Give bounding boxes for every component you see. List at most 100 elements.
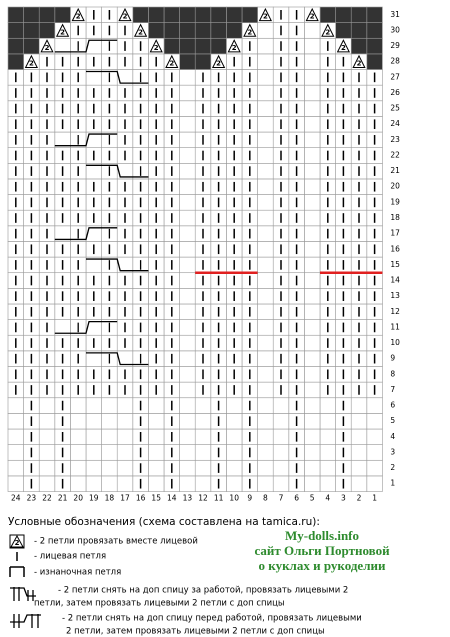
cell: [257, 428, 274, 445]
legend-text: - 2 петли снять на доп спицу перед работ…: [62, 614, 362, 624]
cell: [179, 37, 196, 55]
row-number: 22: [390, 150, 400, 159]
cell: [304, 350, 321, 367]
column-number: 6: [294, 494, 299, 503]
cell: [179, 459, 196, 477]
column-number: 11: [214, 494, 224, 503]
cell: [179, 428, 196, 445]
cell: [350, 397, 368, 414]
cell: [194, 22, 212, 39]
cell: [148, 428, 165, 445]
cell: [7, 6, 24, 23]
decrease-symbol: [40, 39, 54, 53]
legend-text: 2 петли, затем провязать лицевыми 2 петл…: [66, 627, 325, 637]
column-number: 20: [73, 494, 83, 503]
cell: [304, 256, 321, 274]
cell: [257, 350, 274, 367]
row-number: 17: [390, 229, 400, 238]
cell: [257, 272, 274, 289]
icon-cable-back: [10, 587, 36, 601]
decrease-symbol: [71, 7, 85, 22]
decrease-label: 2: [45, 44, 50, 52]
cell: [179, 209, 196, 227]
decrease-label: 2: [341, 44, 346, 52]
cell: [257, 131, 274, 148]
cable: [54, 133, 118, 147]
cell: [7, 413, 24, 430]
cell: [148, 6, 165, 23]
cell: [257, 225, 274, 242]
row-number: 14: [390, 276, 400, 285]
cell: [304, 84, 321, 102]
cell: [38, 22, 56, 39]
row-number: 7: [390, 385, 395, 394]
row-number: 21: [390, 166, 400, 175]
cell: [179, 241, 196, 258]
cell: [23, 22, 40, 39]
decrease-symbol: [321, 23, 335, 37]
decrease-symbol: [149, 39, 163, 53]
cell: [148, 22, 165, 39]
column-number: 17: [120, 494, 130, 503]
decrease-symbol: [352, 54, 366, 69]
cell: [350, 459, 368, 477]
cell: [257, 116, 274, 133]
column-number: 18: [105, 494, 115, 503]
cell: [179, 413, 196, 430]
cell: [38, 397, 56, 414]
cell: [304, 319, 321, 336]
cell: [194, 6, 212, 23]
cell: [179, 381, 196, 399]
cell: [179, 6, 196, 23]
column-number: 21: [58, 494, 68, 503]
row-number: 25: [390, 104, 400, 113]
cell: [366, 475, 383, 492]
cell: [257, 37, 274, 55]
decrease-symbol: [133, 23, 148, 37]
cell: [257, 381, 274, 399]
cell: [304, 334, 321, 352]
cell: [179, 303, 196, 320]
cell: [179, 272, 196, 289]
row-number: 3: [390, 447, 395, 456]
cell: [7, 37, 24, 55]
cell: [116, 444, 134, 461]
cell: [335, 6, 352, 23]
cell: [272, 397, 290, 414]
cell: [304, 131, 321, 148]
cell: [257, 147, 274, 164]
column-number: 1: [372, 494, 377, 503]
cell: [163, 6, 180, 23]
cell: [304, 444, 321, 461]
cell: [350, 475, 368, 492]
cable: [54, 39, 118, 53]
row-number: 24: [390, 119, 400, 128]
icon-decrease: 2: [9, 534, 25, 549]
decrease-symbol: [227, 39, 241, 53]
cell: [304, 116, 321, 133]
cell: [304, 37, 321, 55]
cell: [335, 22, 352, 39]
cable: [86, 164, 149, 178]
cell: [366, 37, 383, 55]
row-number: 1: [390, 479, 395, 488]
cell: [116, 397, 134, 414]
cell: [304, 100, 321, 117]
cell: [179, 100, 196, 117]
decrease-symbol: [118, 7, 132, 22]
column-number: 12: [198, 494, 208, 503]
column-number: 9: [247, 494, 252, 503]
row-number: 31: [390, 10, 400, 19]
cell: [148, 475, 165, 492]
site-line: о куклах и рукоделии: [259, 558, 386, 573]
column-number: 5: [310, 494, 315, 503]
cell: [194, 397, 212, 414]
cell: [366, 428, 383, 445]
cell: [319, 6, 336, 23]
legend-text: - изнаночная петля: [34, 568, 121, 578]
cell: [70, 459, 87, 477]
cell: [179, 22, 196, 39]
cell: [179, 288, 196, 305]
cell: [179, 350, 196, 367]
column-number: 15: [151, 494, 161, 503]
